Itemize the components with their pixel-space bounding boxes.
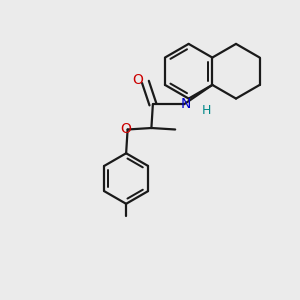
- Text: H: H: [202, 104, 211, 117]
- Text: O: O: [133, 74, 143, 88]
- Text: O: O: [121, 122, 132, 136]
- Text: N: N: [180, 97, 191, 111]
